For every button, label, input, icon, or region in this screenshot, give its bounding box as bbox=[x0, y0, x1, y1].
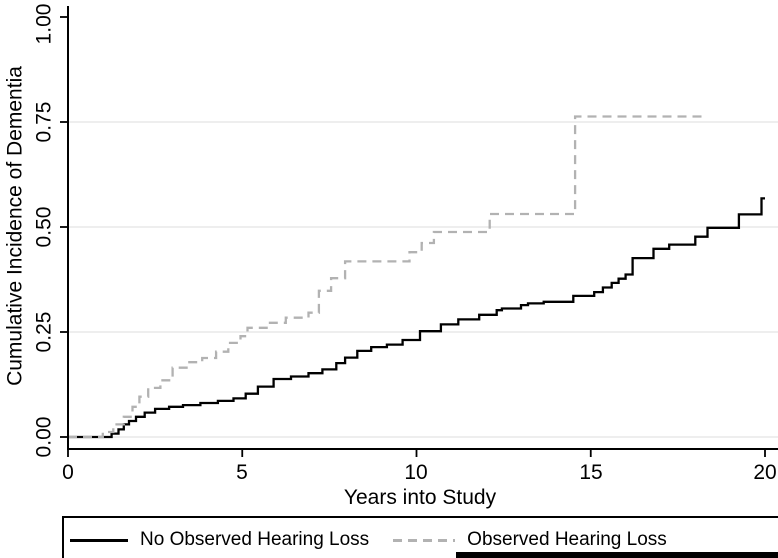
legend-label-no-hearing-loss: No Observed Hearing Loss bbox=[140, 529, 370, 550]
x-axis-title: Years into Study bbox=[344, 486, 497, 509]
series-group bbox=[68, 115, 765, 439]
x-tick-label-1: 5 bbox=[236, 461, 248, 484]
x-tick-label-4: 20 bbox=[753, 461, 776, 484]
x-tick-label-2: 10 bbox=[404, 461, 427, 484]
y-tick-label-2: 0.50 bbox=[33, 207, 56, 248]
y-tick-label-0: 0.00 bbox=[33, 417, 56, 458]
series-no-observed-hearing-loss bbox=[68, 197, 765, 439]
legend-dashed-line-sample bbox=[393, 538, 456, 542]
gridlines-group bbox=[68, 121, 778, 438]
legend: No Observed Hearing Loss Observed Hearin… bbox=[62, 516, 778, 558]
bottom-cutoff-strip bbox=[456, 552, 778, 558]
y-axis-title: Cumulative Incidence of Dementia bbox=[4, 66, 27, 386]
y-tick-label-4: 1.00 bbox=[33, 4, 56, 45]
legend-label-hearing-loss: Observed Hearing Loss bbox=[467, 529, 667, 550]
x-tick-label-0: 0 bbox=[62, 461, 74, 484]
series-observed-hearing-loss bbox=[68, 115, 703, 439]
axes-group bbox=[60, 6, 778, 457]
y-tick-label-3: 0.75 bbox=[33, 102, 56, 143]
legend-solid-line-sample bbox=[70, 538, 128, 542]
y-axis-tick-labels: 0.00 0.25 0.50 0.75 1.00 bbox=[33, 4, 56, 458]
x-axis-tick-labels: 0 5 10 15 20 bbox=[62, 461, 777, 484]
x-tick-label-3: 15 bbox=[579, 461, 602, 484]
y-tick-label-1: 0.25 bbox=[33, 312, 56, 353]
